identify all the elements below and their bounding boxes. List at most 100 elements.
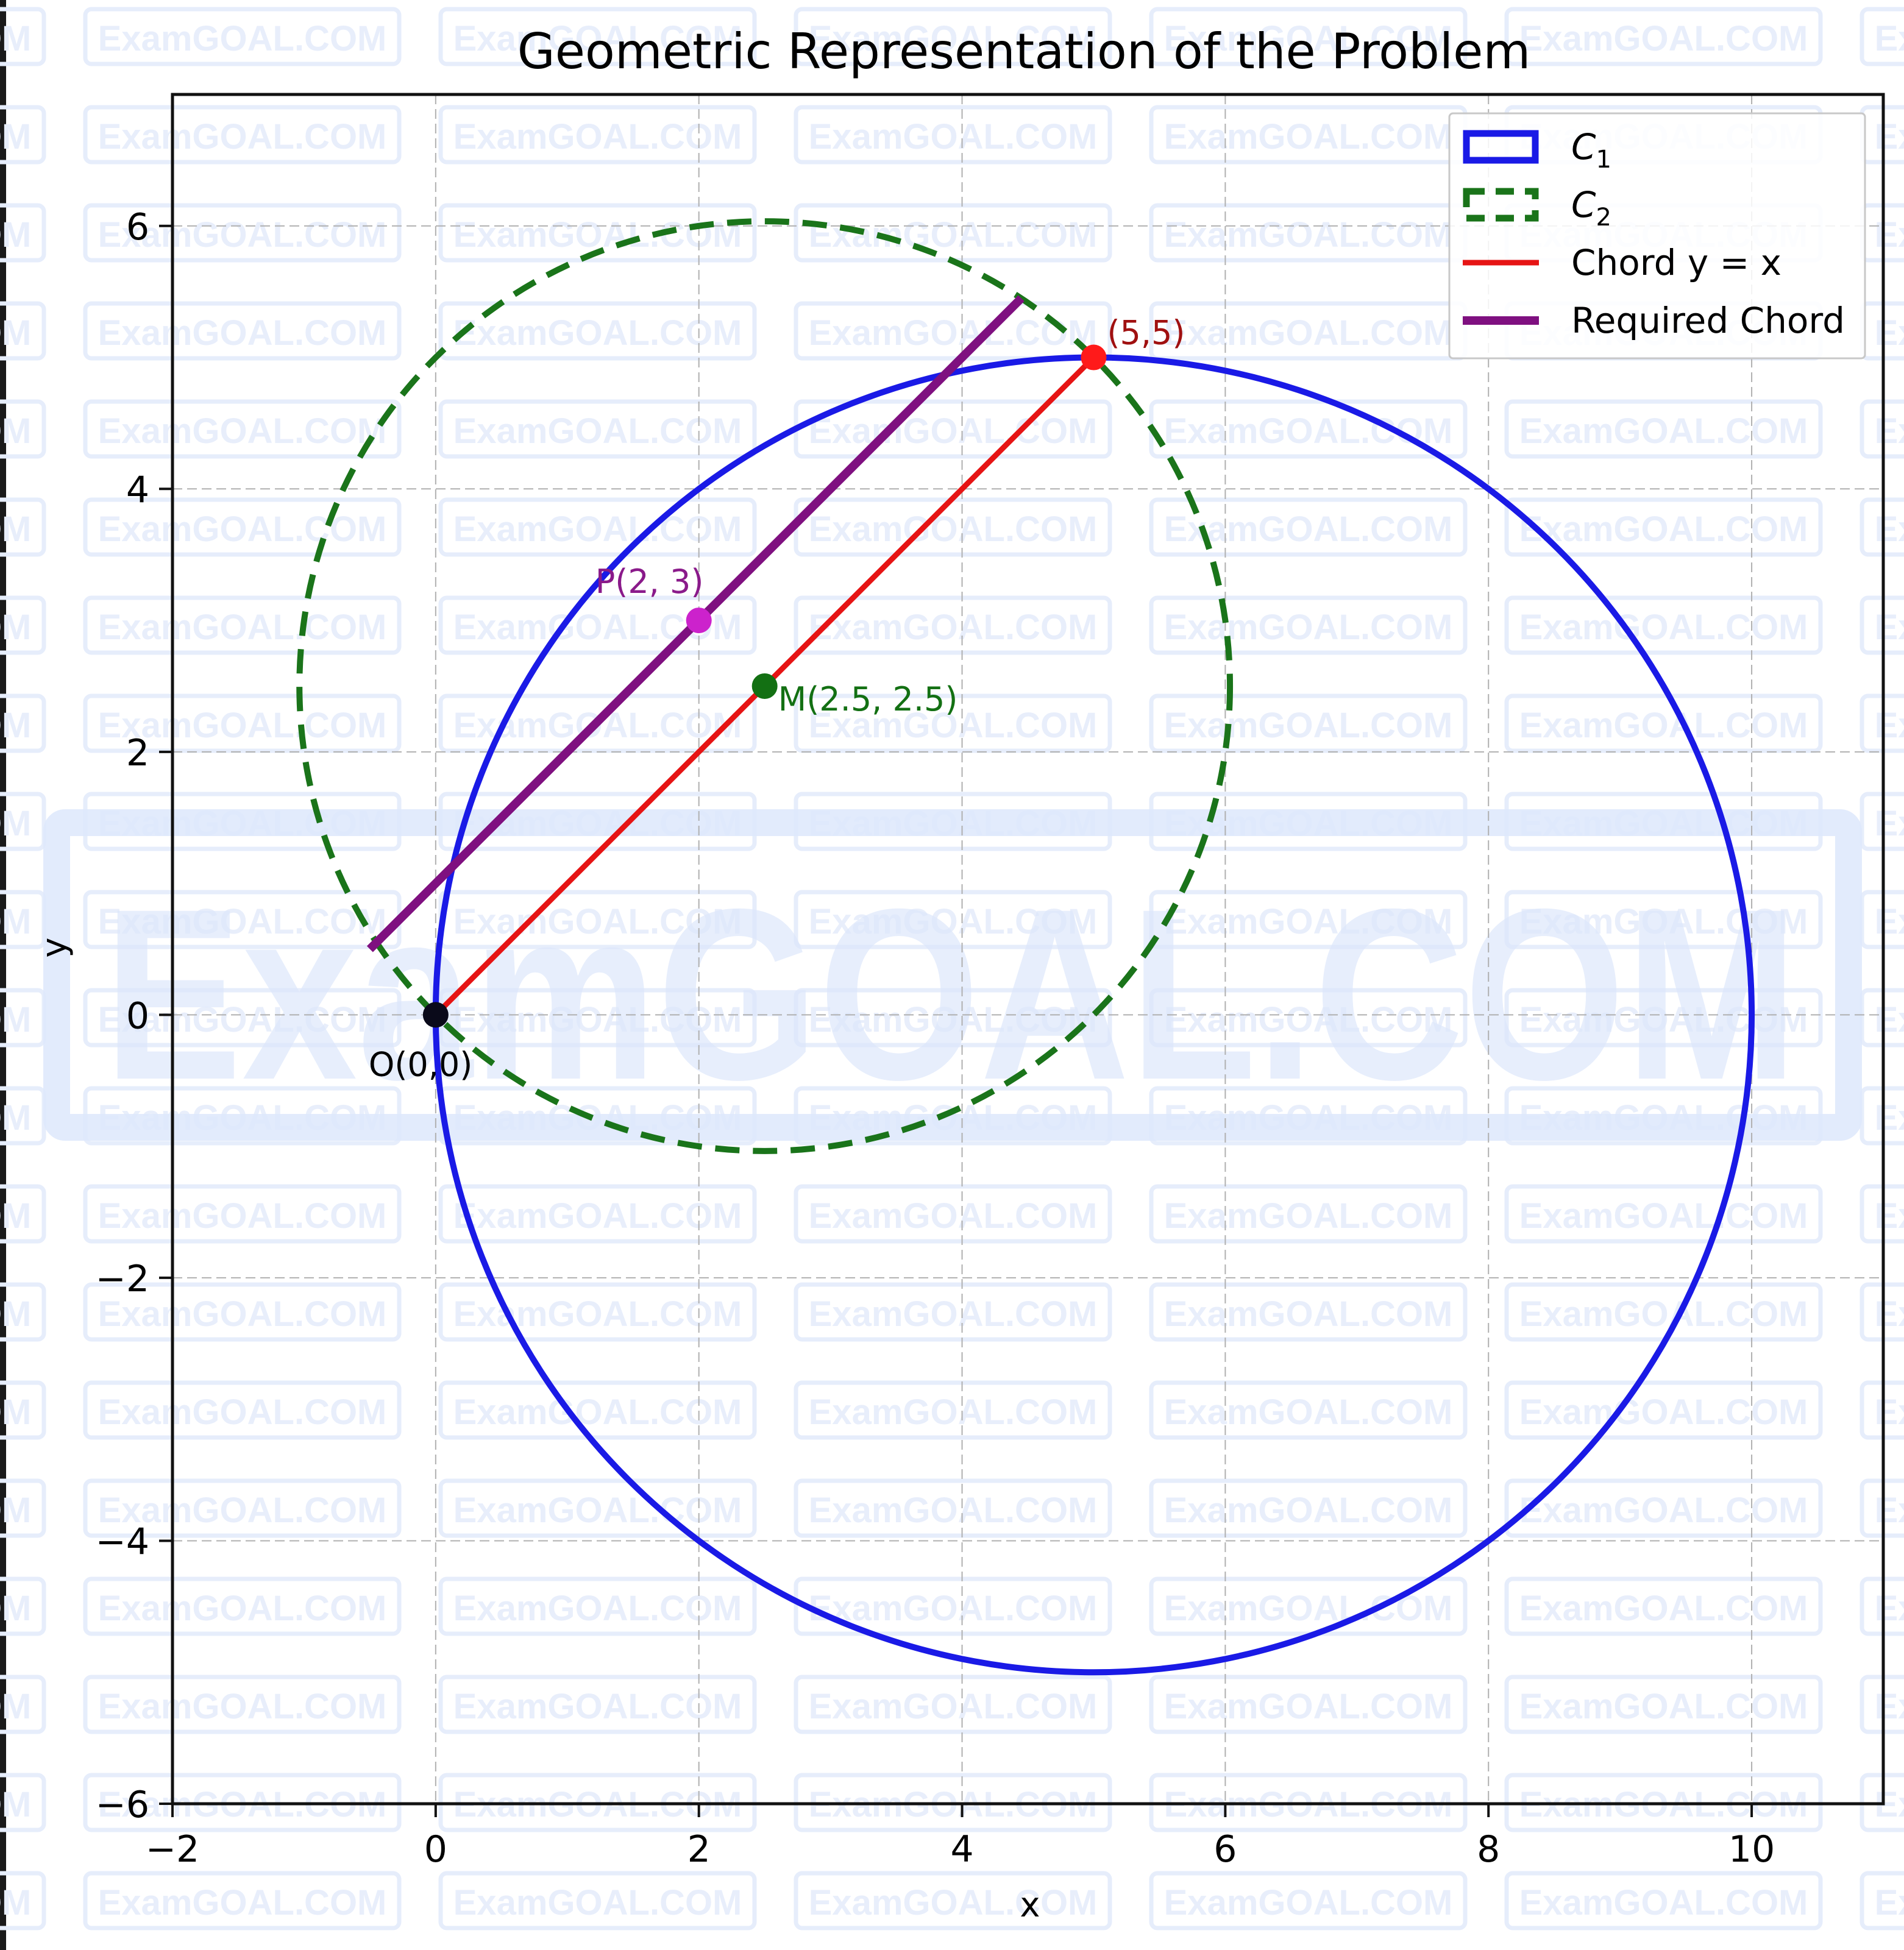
x-tick-label: 0: [424, 1828, 447, 1871]
watermark-text: ExamGOAL.COM: [1519, 1883, 1808, 1923]
watermark-text: ExamGOAL.COM: [1164, 1294, 1453, 1334]
watermark-text: ExamGOAL.COM: [98, 19, 387, 58]
watermark-text: ExamGOAL.COM: [453, 411, 742, 451]
watermark-tiles: ExamGOAL.COM ExamGOAL.COM ExamGOAL.COM Exam…: [0, 7, 1904, 1930]
watermark-tile: [0, 497, 46, 557]
watermark-text: ExamGOAL.COM: [0, 608, 31, 647]
watermark-text: ExamGOAL.COM: [1519, 608, 1808, 647]
legend-handle-c1: [1463, 130, 1539, 164]
watermark-text: ExamGOAL.COM: [1519, 902, 1808, 941]
point-label: O(0,0): [369, 1045, 473, 1083]
watermark-text: ExamGOAL.COM: [809, 1392, 1098, 1432]
watermark-text: ExamGOAL.COM: [1164, 509, 1453, 549]
y-tick-label: 2: [126, 732, 149, 775]
point-marker: [686, 608, 712, 634]
point-marker: [422, 1002, 449, 1028]
watermark-tile: [1504, 497, 1823, 557]
watermark-tile: [794, 595, 1112, 655]
watermark-text: ExamGOAL.COM: [1164, 19, 1453, 58]
legend-label: Chord y = x: [1571, 242, 1781, 283]
watermark-tile: [794, 301, 1112, 361]
watermark-tile: [0, 1478, 46, 1538]
watermark-text: ExamGOAL.COM: [98, 117, 387, 157]
watermark-text: ExamGOAL.COM: [1875, 1687, 1904, 1726]
watermark-tile: [0, 203, 46, 263]
watermark-tile: [1504, 595, 1823, 655]
watermark-text: ExamGOAL.COM: [1164, 1883, 1453, 1923]
watermark-tile: [1504, 1478, 1823, 1538]
watermark-text: ExamGOAL.COM: [1164, 902, 1453, 941]
watermark-tile: [1504, 988, 1823, 1048]
watermark-tile: [1149, 890, 1468, 949]
watermark-tile: [438, 203, 757, 263]
y-tick-label: 0: [126, 994, 149, 1037]
watermark-text: ExamGOAL.COM: [0, 1294, 31, 1334]
watermark-tile: [1860, 1871, 1904, 1930]
x-tick-label: 6: [1213, 1828, 1237, 1871]
watermark-tile: [1860, 1282, 1904, 1342]
x-tick-label: −2: [146, 1828, 199, 1871]
watermark-tile: [0, 595, 46, 655]
watermark-text: ExamGOAL.COM: [453, 1687, 742, 1726]
watermark-tile: [0, 301, 46, 361]
watermark-text: ExamGOAL.COM: [1164, 117, 1453, 157]
watermark-tile: [438, 693, 757, 753]
y-tick-label: −6: [96, 1784, 149, 1826]
data-points: O(0,0) (5,5) P(2, 3) M(2.5, 2.5): [369, 314, 1185, 1084]
watermark-text: ExamGOAL.COM: [453, 215, 742, 255]
axes: −2 0 2 4 6 8 10 −6 −4 −2 0 2 4 6: [96, 93, 1885, 1871]
watermark-tile: [794, 890, 1112, 949]
watermark-text: ExamGOAL.COM: [809, 1491, 1098, 1530]
y-tick-label: 6: [126, 206, 149, 249]
watermark-tile: [1504, 7, 1823, 66]
watermark-text: ExamGOAL.COM: [453, 1883, 742, 1923]
watermark-text: ExamGOAL.COM: [0, 1785, 31, 1824]
watermark-tile: [1860, 1184, 1904, 1244]
watermark-tile: [83, 203, 402, 263]
watermark-tile: [794, 7, 1112, 66]
watermark-text: ExamGOAL.COM: [1875, 1491, 1904, 1530]
watermark-tile: [0, 1871, 46, 1930]
watermark-text: ExamGOAL.COM: [453, 1491, 742, 1530]
watermark-tile: [83, 1675, 402, 1734]
watermark-text: ExamGOAL.COM: [1164, 215, 1453, 255]
watermark-text: ExamGOAL.COM: [453, 902, 742, 941]
watermark-text: ExamGOAL.COM: [0, 19, 31, 58]
watermark-tile: [83, 105, 402, 165]
watermark-text: ExamGOAL.COM: [453, 1392, 742, 1432]
point-label: (5,5): [1107, 314, 1185, 352]
watermark-text: ExamGOAL.COM: [0, 1491, 31, 1530]
watermark-tile: [794, 988, 1112, 1048]
watermark-tile: [0, 7, 46, 66]
watermark-text: ExamGOAL.COM: [1519, 706, 1808, 745]
watermark-text: ExamGOAL.COM: [0, 1392, 31, 1432]
watermark-tile: [0, 399, 46, 459]
watermark-text: ExamGOAL.COM: [1875, 1098, 1904, 1138]
watermark-tile: [1860, 792, 1904, 851]
watermark-text: ExamGOAL.COM: [0, 509, 31, 549]
x-tick-label: 8: [1477, 1828, 1500, 1871]
watermark-text: ExamGOAL.COM: [98, 608, 387, 647]
legend-label: Required Chord: [1571, 300, 1845, 341]
watermark-tile: [438, 7, 757, 66]
watermark-text: ExamGOAL.COM: [0, 1098, 31, 1138]
watermark-text: ExamGOAL.COM: [0, 1196, 31, 1236]
watermark-big: ExamGOAL.COM: [43, 809, 1862, 1141]
watermark-tile: [794, 105, 1112, 165]
y-tick-label: −4: [96, 1520, 149, 1563]
watermark-text: ExamGOAL.COM: [1519, 1687, 1808, 1726]
watermark-text: ExamGOAL.COM: [453, 509, 742, 549]
watermark-tile: [83, 497, 402, 557]
watermark-tile: [794, 1675, 1112, 1734]
watermark-tile: [794, 1576, 1112, 1636]
chart-title: Geometric Representation of the Problem: [517, 23, 1531, 80]
watermark-tile: [438, 1380, 757, 1440]
watermark-tile: [0, 1184, 46, 1244]
watermark-tile: [1860, 1478, 1904, 1538]
watermark-text: ExamGOAL.COM: [809, 1196, 1098, 1236]
watermark-text: ExamGOAL.COM: [809, 902, 1098, 941]
watermark-tile: [0, 693, 46, 753]
watermark-text: ExamGOAL.COM: [1875, 706, 1904, 745]
watermark-text: ExamGOAL.COM: [1519, 411, 1808, 451]
watermark-text: ExamGOAL.COM: [98, 1687, 387, 1726]
